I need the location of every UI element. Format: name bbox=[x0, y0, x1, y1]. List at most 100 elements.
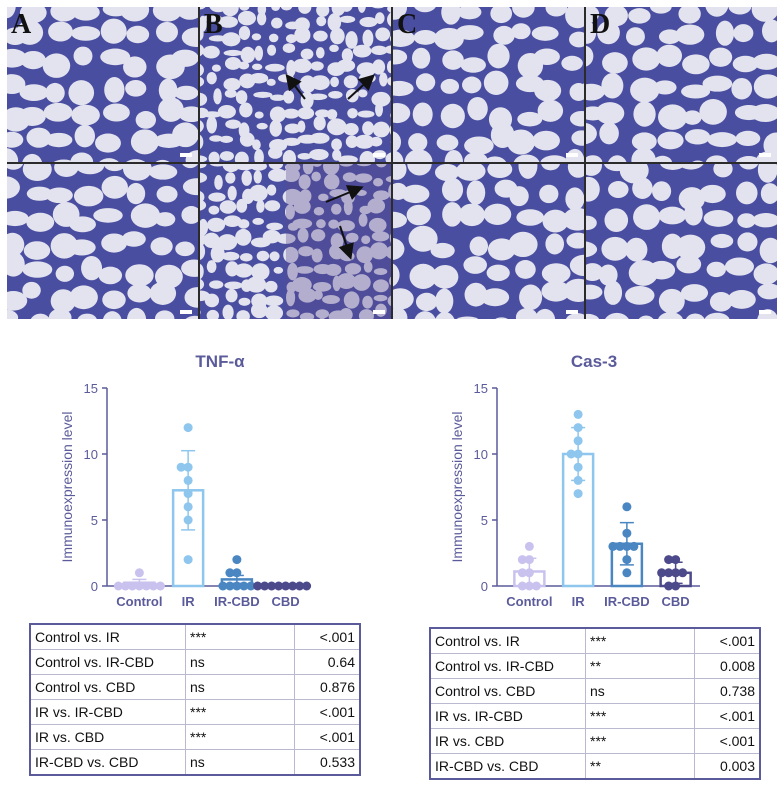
significance-cell: ns bbox=[185, 674, 295, 700]
y-tick-label: 15 bbox=[474, 381, 488, 396]
comparison-cell: IR-CBD vs. CBD bbox=[429, 753, 586, 780]
scale-bar bbox=[759, 153, 771, 157]
data-point bbox=[573, 489, 583, 499]
data-point bbox=[141, 581, 151, 591]
cas3-comparison-table: Control vs. IR *** <.001 Control vs. IR-CBD… bbox=[429, 627, 761, 780]
data-point bbox=[531, 581, 541, 591]
p-value-cell: <.001 bbox=[694, 627, 761, 654]
scale-bar bbox=[759, 310, 771, 314]
data-point bbox=[671, 568, 681, 578]
x-tick-label: IR-CBD bbox=[214, 594, 260, 609]
data-point bbox=[524, 555, 534, 565]
tissue-texture bbox=[393, 7, 584, 162]
data-point bbox=[183, 462, 193, 472]
data-point bbox=[183, 489, 193, 499]
scale-bar bbox=[373, 153, 385, 157]
comparison-cell: IR-CBD vs. CBD bbox=[29, 749, 186, 776]
data-point bbox=[622, 528, 632, 538]
tissue-texture bbox=[7, 164, 198, 319]
data-point bbox=[183, 555, 193, 565]
micrograph-a-2 bbox=[7, 164, 198, 319]
data-point bbox=[134, 581, 144, 591]
data-point bbox=[678, 568, 688, 578]
significance-cell: *** bbox=[185, 724, 295, 750]
data-point bbox=[573, 449, 583, 459]
scale-bar bbox=[566, 310, 578, 314]
arrow-icon bbox=[347, 74, 375, 100]
data-point bbox=[225, 581, 235, 591]
data-point bbox=[232, 568, 242, 578]
data-point bbox=[622, 555, 632, 565]
comparison-cell: Control vs. IR-CBD bbox=[429, 653, 586, 679]
comparison-cell: Control vs. CBD bbox=[429, 678, 586, 704]
x-tick-label: CBD bbox=[662, 594, 690, 609]
data-point bbox=[524, 568, 534, 578]
table-row: IR-CBD vs. CBD ns 0.533 bbox=[29, 749, 361, 776]
tissue-texture bbox=[586, 164, 777, 319]
comparison-cell: IR vs. IR-CBD bbox=[429, 703, 586, 729]
data-point bbox=[183, 502, 193, 512]
panel-label: B bbox=[204, 9, 223, 40]
x-tick-label: IR bbox=[572, 594, 586, 609]
data-point bbox=[113, 581, 123, 591]
table-row: Control vs. IR-CBD ns 0.64 bbox=[29, 649, 361, 675]
data-point bbox=[274, 581, 284, 591]
data-point bbox=[622, 568, 632, 578]
panel-label: D bbox=[590, 9, 611, 40]
data-point bbox=[232, 555, 242, 565]
scale-bar bbox=[180, 153, 192, 157]
data-point bbox=[127, 581, 137, 591]
data-point bbox=[281, 581, 291, 591]
data-point bbox=[615, 541, 625, 551]
p-value-cell: 0.64 bbox=[294, 649, 361, 675]
data-point bbox=[608, 541, 618, 551]
p-value-cell: 0.738 bbox=[694, 678, 761, 704]
scale-bar bbox=[180, 310, 192, 314]
significance-cell: *** bbox=[185, 623, 295, 650]
comparison-cell: Control vs. CBD bbox=[29, 674, 186, 700]
data-point bbox=[239, 581, 249, 591]
data-point bbox=[120, 581, 130, 591]
data-point bbox=[218, 581, 228, 591]
significance-cell: *** bbox=[585, 627, 695, 654]
p-value-cell: <.001 bbox=[294, 699, 361, 725]
data-point bbox=[566, 449, 576, 459]
micrograph-c-1: C bbox=[393, 7, 584, 162]
comparison-cell: Control vs. IR-CBD bbox=[29, 649, 186, 675]
arrow-icon bbox=[285, 73, 306, 100]
micrograph-c-2 bbox=[393, 164, 584, 319]
significance-cell: ns bbox=[185, 649, 295, 675]
micrograph-d-2 bbox=[586, 164, 777, 319]
x-tick-label: IR-CBD bbox=[604, 594, 650, 609]
x-tick-label: Control bbox=[506, 594, 552, 609]
data-point bbox=[260, 581, 270, 591]
table-row: IR vs. CBD *** <.001 bbox=[29, 724, 361, 750]
p-value-cell: 0.876 bbox=[294, 674, 361, 700]
data-point bbox=[573, 409, 583, 419]
arrow-annotations bbox=[285, 73, 375, 100]
significance-cell: *** bbox=[185, 699, 295, 725]
data-point bbox=[155, 581, 165, 591]
data-point bbox=[134, 568, 144, 578]
p-value-cell: <.001 bbox=[294, 623, 361, 650]
y-tick-label: 10 bbox=[84, 447, 98, 462]
tnf-comparison-table: Control vs. IR *** <.001 Control vs. IR-CBD… bbox=[29, 623, 361, 776]
significance-cell: *** bbox=[585, 703, 695, 729]
panel-label: A bbox=[11, 9, 32, 40]
table-row: IR-CBD vs. CBD ** 0.003 bbox=[429, 753, 761, 780]
micrograph-b-1: B bbox=[200, 7, 391, 162]
tnf-alpha-chart: Immunoexpression level 0 5 10 15 Control IR IR-… bbox=[59, 381, 312, 609]
significance-cell: ** bbox=[585, 753, 695, 780]
comparison-cell: IR vs. CBD bbox=[429, 728, 586, 754]
significance-cell: *** bbox=[585, 728, 695, 754]
arrow-icon bbox=[338, 225, 354, 260]
micrograph-b-2 bbox=[200, 164, 391, 319]
y-tick-label: 10 bbox=[474, 447, 488, 462]
data-point bbox=[573, 436, 583, 446]
table-row: IR vs. IR-CBD *** <.001 bbox=[29, 699, 361, 725]
data-point bbox=[622, 502, 632, 512]
data-point bbox=[183, 423, 193, 433]
table-row: IR vs. IR-CBD *** <.001 bbox=[429, 703, 761, 729]
data-point bbox=[517, 555, 527, 565]
arrow-icon bbox=[325, 185, 364, 203]
